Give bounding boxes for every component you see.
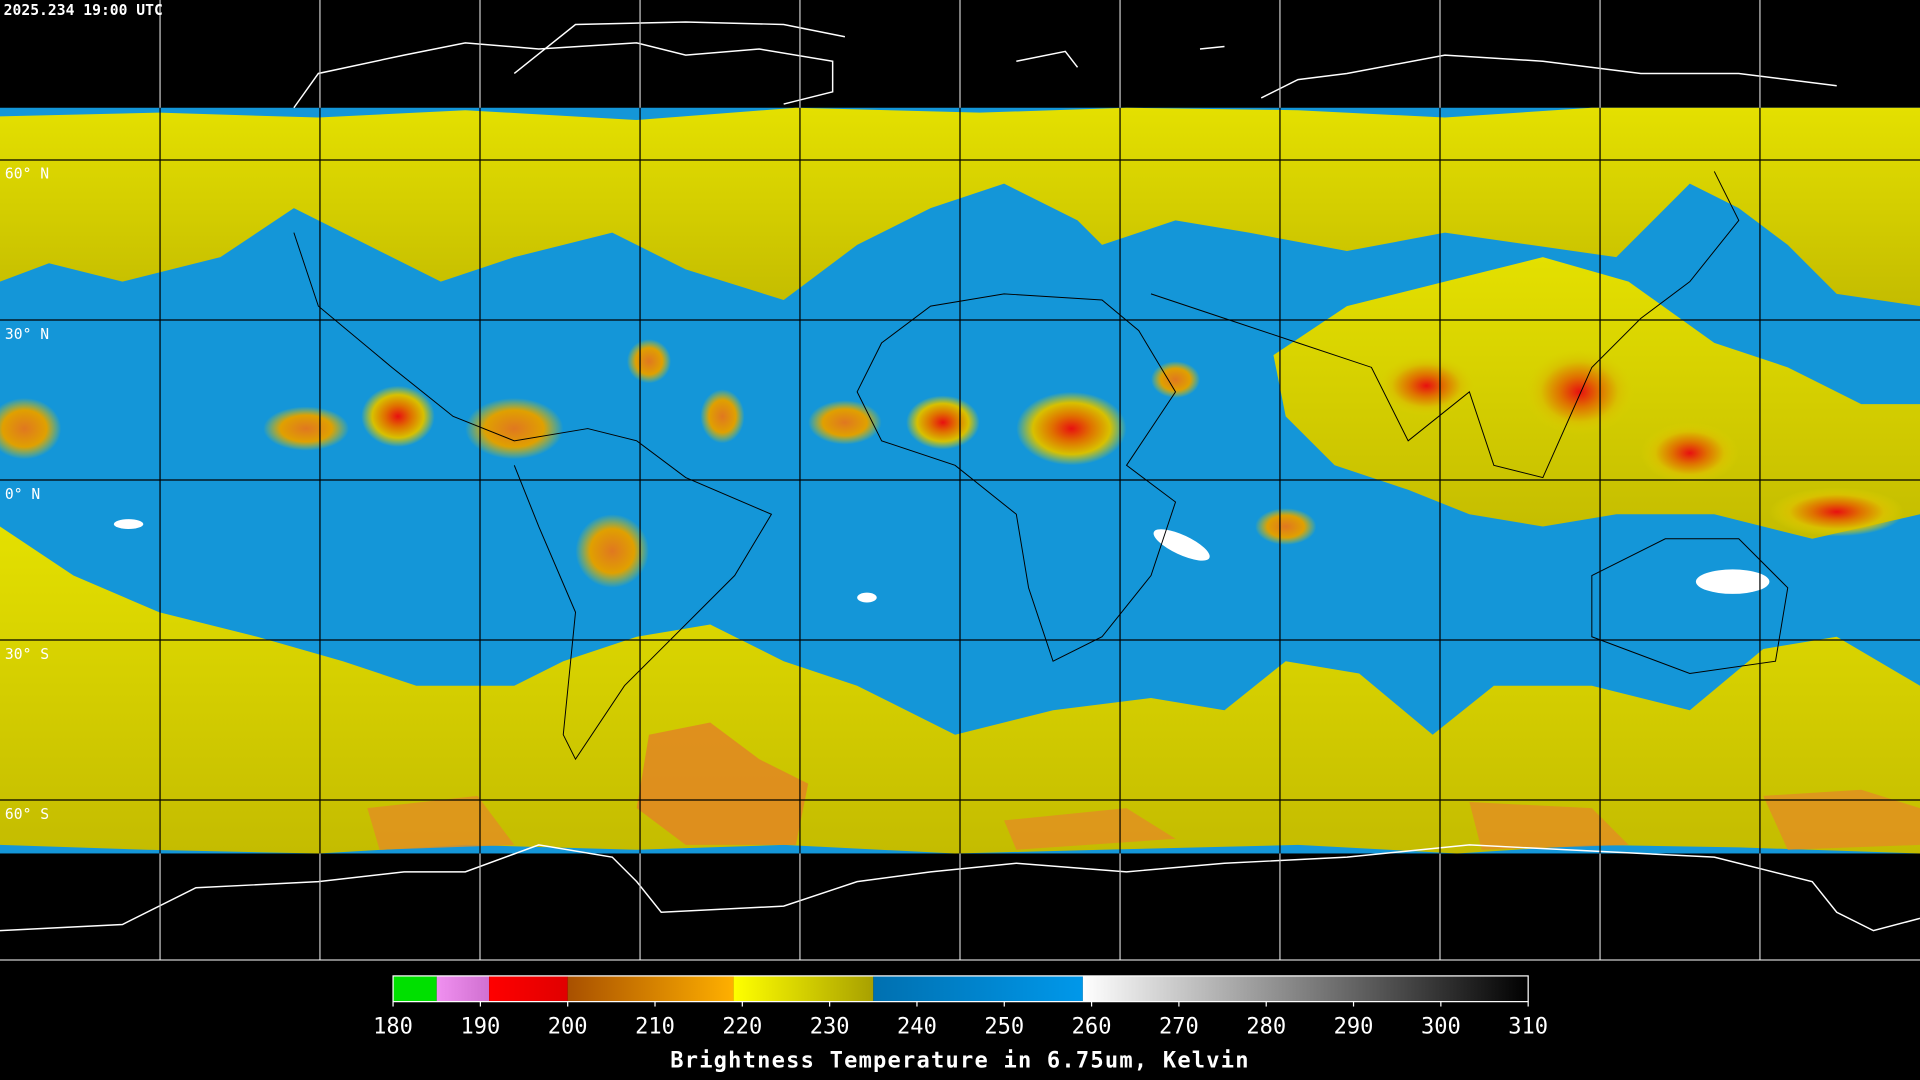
latitude-label: 30° N — [5, 326, 49, 343]
tropical-convection — [0, 339, 1905, 588]
graticule — [0, 159, 1920, 801]
colorbar-tick-label: 190 — [460, 1014, 500, 1039]
colorbar-tick-label: 260 — [1072, 1014, 1112, 1039]
polar-coastlines — [0, 21, 1920, 932]
colorbar-tick-label: 200 — [548, 1014, 588, 1039]
colorbar-tick-label: 290 — [1334, 1014, 1374, 1039]
latitude-label: 60° S — [5, 806, 49, 823]
southern-cold-cloud — [636, 722, 809, 845]
colorbar-segment — [436, 975, 490, 1002]
latitude-label: 60° N — [5, 166, 49, 183]
colorbar-tick-label: 300 — [1421, 1014, 1461, 1039]
latitude-labels: 60° N 30° N 0° N 30° S 60° S — [5, 166, 49, 823]
colorbar-frame — [392, 975, 1529, 1003]
colorbar-tick-label: 210 — [635, 1014, 675, 1039]
latitude-label: 30° S — [5, 646, 49, 663]
colorbar-tick-label: 280 — [1246, 1014, 1286, 1039]
colorbar-title: Brightness Temperature in 6.75um, Kelvin — [670, 1049, 1250, 1074]
colorbar-segment — [1082, 975, 1529, 1002]
colorbar-tick-label: 230 — [810, 1014, 850, 1039]
graticule-polar — [0, 0, 1920, 961]
colorbar-tick-label: 240 — [897, 1014, 937, 1039]
colorbar-tick-label: 310 — [1508, 1014, 1548, 1039]
colorbar-segment — [393, 975, 437, 1002]
colorbar-tick-label: 250 — [984, 1014, 1024, 1039]
southern-cold-cloud — [367, 789, 1920, 850]
colorbar-segment — [567, 975, 734, 1002]
colorbar-tick-label: 180 — [373, 1014, 413, 1039]
colorbar-segment — [733, 975, 874, 1002]
colorbar: 180 190 200 210 220 230 240 250 260 270 280 290 300 3… — [373, 975, 1548, 1039]
colorbar-segment — [489, 975, 568, 1002]
imagery — [0, 0, 1920, 961]
colorbar-segment — [873, 975, 1083, 1002]
very-dry-spots — [113, 519, 1770, 603]
latitude-label: 0° N — [5, 486, 40, 503]
colorbar-tick-label: 270 — [1159, 1014, 1199, 1039]
colorbar-tick-label: 220 — [722, 1014, 762, 1039]
coastlines — [293, 171, 1789, 761]
timestamp: 2025.234 19:00 UTC — [4, 2, 163, 19]
